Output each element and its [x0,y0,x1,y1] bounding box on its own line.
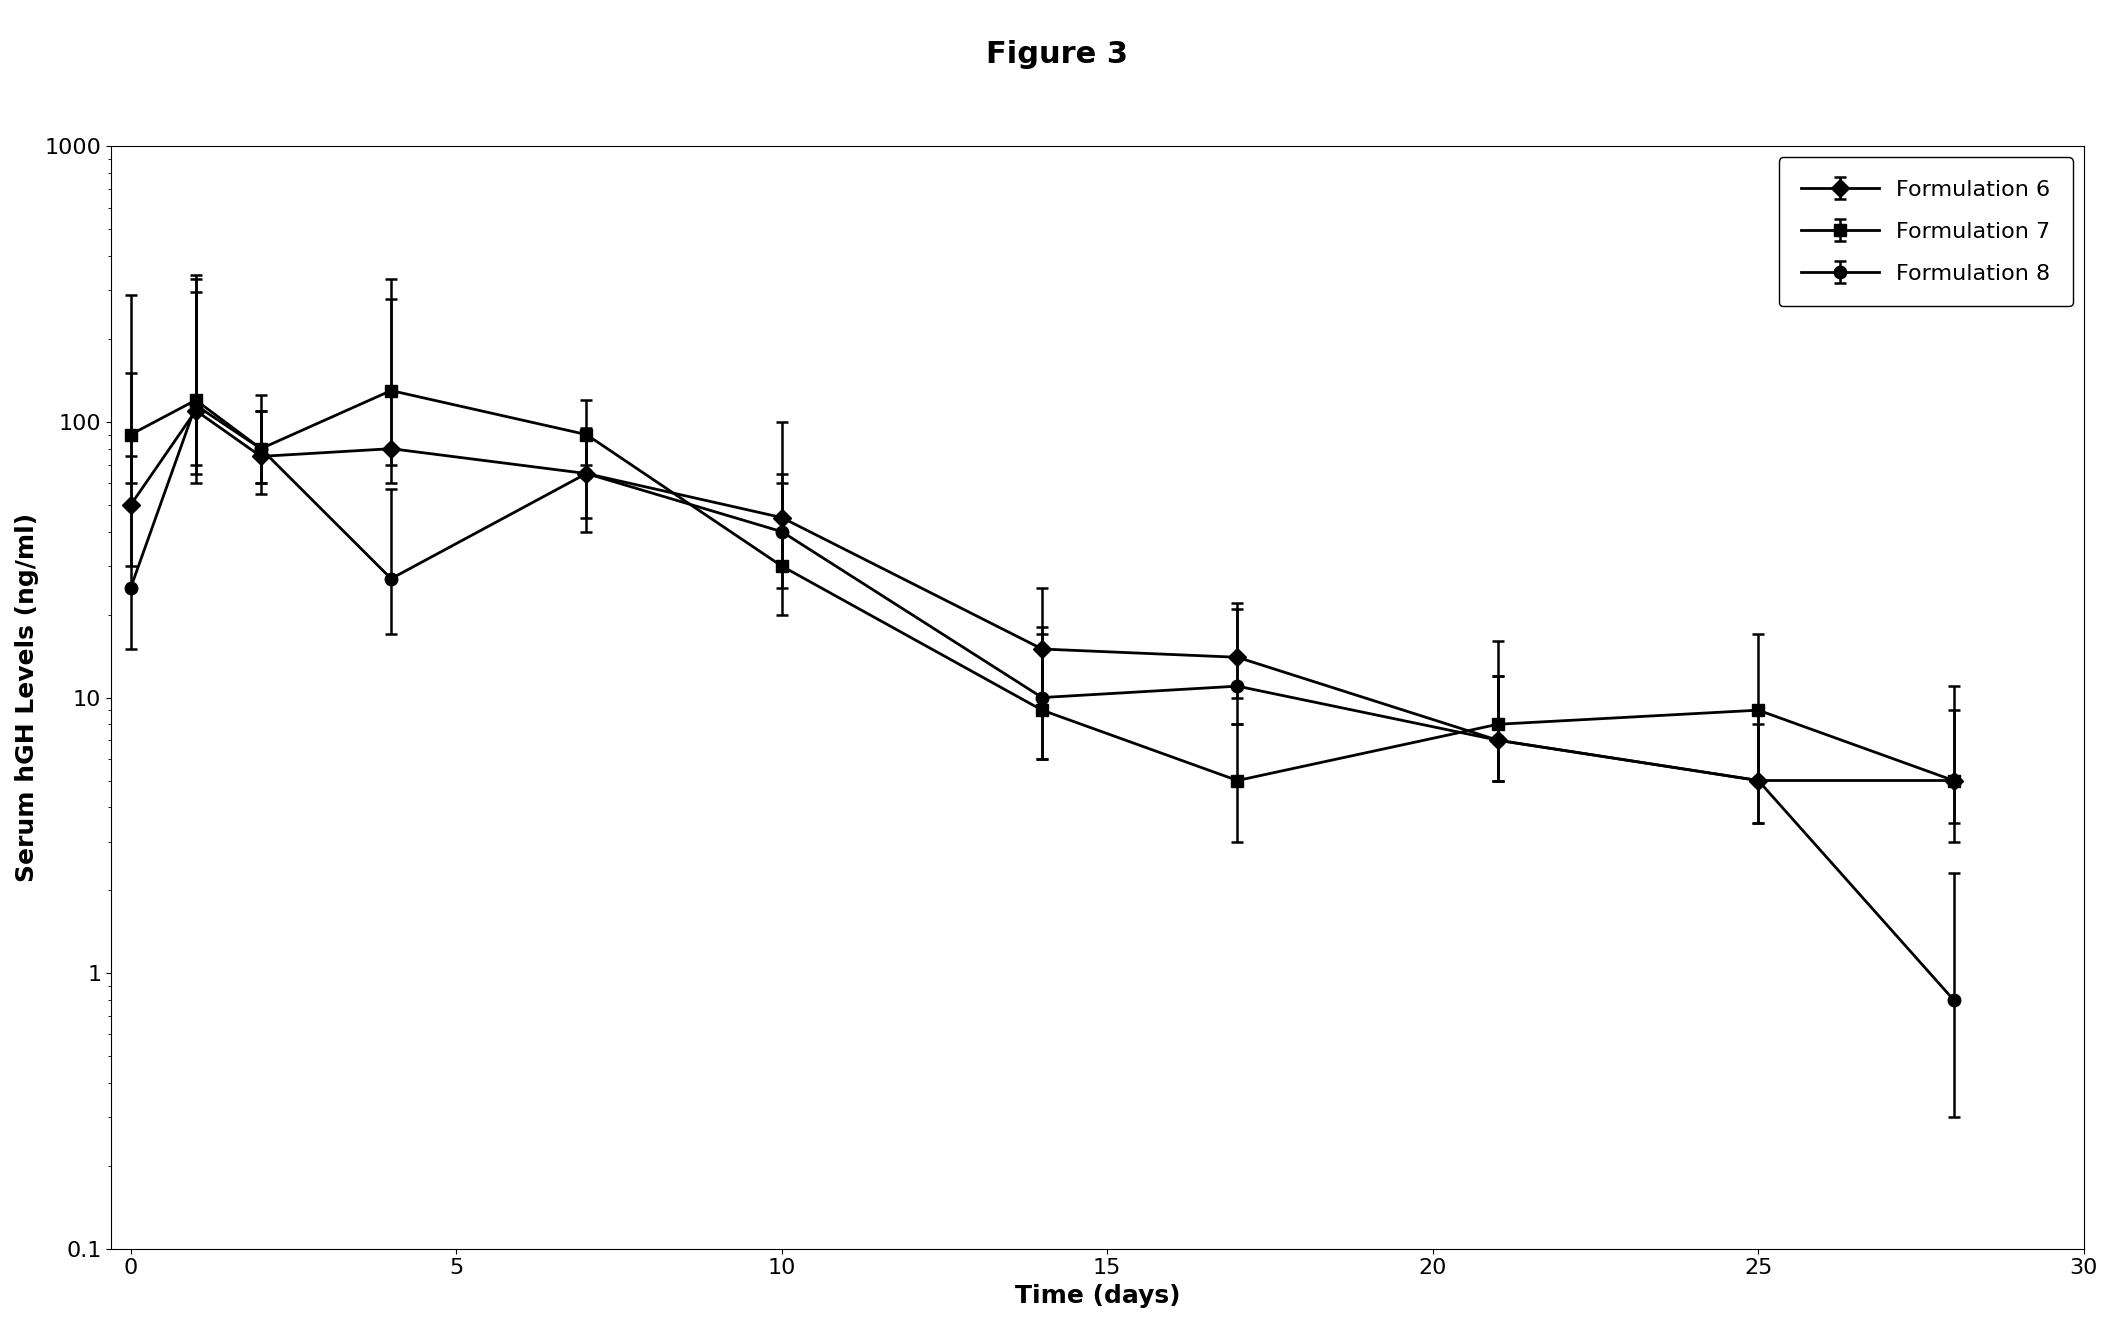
Y-axis label: Serum hGH Levels (ng/ml): Serum hGH Levels (ng/ml) [15,513,38,882]
Legend: Formulation 6, Formulation 7, Formulation 8: Formulation 6, Formulation 7, Formulatio… [1779,157,2073,307]
X-axis label: Time (days): Time (days) [1014,1285,1181,1308]
Text: Figure 3: Figure 3 [985,40,1128,69]
